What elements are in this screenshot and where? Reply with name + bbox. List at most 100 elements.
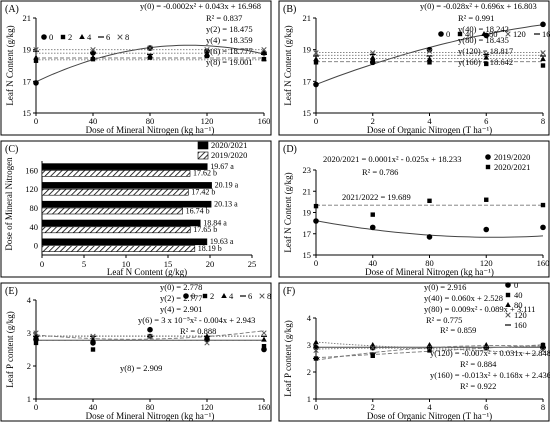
y-tick-label: 1 xyxy=(27,394,31,404)
legend-label: 0 xyxy=(191,291,195,301)
data-point xyxy=(33,54,39,60)
legend-label: 2019/2020 xyxy=(211,150,247,160)
equation-annotation: y(160) = 18.642 xyxy=(458,57,513,67)
data-point xyxy=(90,54,96,60)
y-tick-label: 19 xyxy=(23,45,32,55)
legend-label: 80 xyxy=(514,300,523,310)
panel-letter: (B) xyxy=(283,4,296,15)
x-axis-label: Dose of Mineral Nitrogen (kg ha⁻¹) xyxy=(86,411,215,421)
data-point xyxy=(261,47,267,53)
x-tick-label: 0 xyxy=(34,402,38,412)
trend-line xyxy=(315,347,544,355)
y-axis-label: Leaf P content (g/kg) xyxy=(283,320,293,396)
chart-panel-d: (D) 0 40 80 120 160 15 17 19 21 23 Dose of Mineral … xyxy=(278,140,550,278)
y-tick-label: 15 xyxy=(303,250,312,260)
data-point xyxy=(370,345,376,351)
data-point xyxy=(313,203,319,209)
data-point xyxy=(204,48,210,55)
bar-value-label: 18.19 b xyxy=(198,244,222,253)
panel-letter: (F) xyxy=(283,286,295,297)
y-tick-label: 21 xyxy=(303,13,312,23)
y-axis-label: Dose of Mineral Nitrogen xyxy=(4,157,14,251)
legend-marker xyxy=(505,31,511,37)
data-point xyxy=(540,224,546,231)
legend-marker xyxy=(505,302,511,307)
chart-panel-c: (C) 0 5 10 15 20 25 160 19.67 a17.62 b 120 20.19 a… xyxy=(0,140,272,278)
y-tick-label: 160 xyxy=(25,165,38,175)
panel-frame xyxy=(0,0,272,136)
legend-marker xyxy=(79,34,85,39)
legend-label: 4 xyxy=(229,291,234,301)
panel-frame xyxy=(0,140,272,278)
equation-annotation: y(0) = -0.0002x² + 0.043x + 16.968 xyxy=(140,1,261,11)
data-point xyxy=(313,56,319,62)
x-tick-label: 120 xyxy=(480,258,493,268)
x-tick-label: 0 xyxy=(314,258,318,268)
x-tick-label: 40 xyxy=(89,116,98,126)
y-axis-label: Leaf N Content (g/kg) xyxy=(283,172,293,252)
data-point xyxy=(33,80,39,86)
bar xyxy=(41,245,196,252)
x-tick-label: 0 xyxy=(40,259,44,269)
panel-frame xyxy=(0,282,272,422)
y-tick-label: 23 xyxy=(303,165,312,175)
data-point xyxy=(370,212,375,217)
y-tick-label: 3 xyxy=(27,328,31,338)
x-tick-label: 2 xyxy=(371,402,375,412)
x-tick-label: 160 xyxy=(537,258,550,268)
x-axis-label: Dose of Mineral Nitrogen (kg ha⁻¹) xyxy=(365,267,494,277)
y-tick-label: 17 xyxy=(23,76,32,86)
equation-annotation: y(2) = 2.777 xyxy=(160,293,202,303)
data-point xyxy=(33,58,39,63)
data-point xyxy=(426,48,433,54)
x-tick-label: 80 xyxy=(146,402,155,412)
bar-value-label: 20.13 a xyxy=(214,200,238,209)
legend-marker xyxy=(41,34,47,40)
x-tick-label: 15 xyxy=(164,259,173,269)
data-point xyxy=(204,337,210,342)
data-point xyxy=(147,326,153,333)
data-point xyxy=(427,198,432,204)
equation-annotation: y(120) = -0.007x² + 0.031x + 2.848 xyxy=(430,348,550,358)
y-tick-label: 21 xyxy=(303,186,312,196)
legend-label: 80 xyxy=(489,29,498,39)
data-point xyxy=(313,218,319,224)
legend-label: 8 xyxy=(267,291,271,301)
legend-marker xyxy=(221,293,227,298)
data-point xyxy=(90,333,96,339)
data-point xyxy=(427,60,432,65)
equation-annotation: y(80) = 0.009x² - 0.089x + 3.111 xyxy=(424,304,535,314)
legend-label: 2020/2021 xyxy=(211,140,247,150)
legend-label: 2019/2020 xyxy=(494,152,530,162)
y-tick-label: 120 xyxy=(25,184,38,194)
data-point xyxy=(540,56,546,62)
bar xyxy=(41,182,212,189)
bar xyxy=(41,170,191,177)
y-tick-label: 17 xyxy=(303,76,312,86)
y-tick-label: 80 xyxy=(30,203,39,213)
data-point xyxy=(484,197,489,202)
x-tick-label: 80 xyxy=(146,116,155,126)
equation-annotation: R² = 0.991 xyxy=(458,13,494,23)
x-tick-label: 160 xyxy=(258,402,271,412)
data-point xyxy=(483,54,490,60)
y-tick-label: 4 xyxy=(307,313,312,323)
bar xyxy=(41,226,191,234)
legend-marker xyxy=(202,293,208,299)
bar-value-label: 19.67 a xyxy=(210,162,234,171)
x-tick-label: 20 xyxy=(206,259,215,269)
legend-label: 120 xyxy=(514,310,527,320)
x-tick-label: 0 xyxy=(314,402,318,412)
equation-annotation: R² = 0.888 xyxy=(180,326,216,336)
y-tick-label: 1 xyxy=(307,394,311,404)
data-point xyxy=(483,226,490,233)
y-tick-label: 2 xyxy=(27,361,31,371)
data-point xyxy=(33,47,39,53)
legend-label: 2 xyxy=(68,32,72,42)
panel-frame xyxy=(278,282,550,422)
equation-annotation: 2020/2021 = 0.0001x² - 0.025x + 18.233 xyxy=(323,154,461,164)
equation-annotation: y(6) = 3 x 10⁻⁵x² - 0.004x + 2.943 xyxy=(138,315,255,325)
bar-value-label: 20.19 a xyxy=(215,181,239,190)
